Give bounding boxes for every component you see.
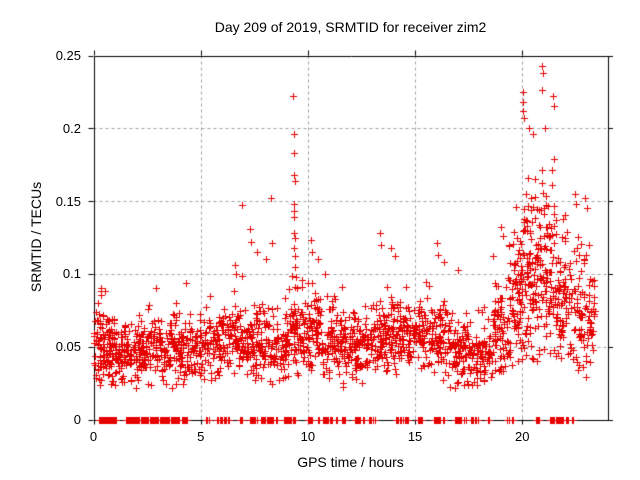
chart-title: Day 209 of 2019, SRMTID for receiver zim… xyxy=(214,19,487,35)
x-axis-title: GPS time / hours xyxy=(297,454,404,470)
x-tick-label: 0 xyxy=(89,429,98,444)
x-tick-label: 20 xyxy=(515,429,530,444)
x-tick-label: 10 xyxy=(300,429,316,444)
y-tick-label: 0 xyxy=(73,412,81,427)
x-tick-label: 5 xyxy=(197,429,205,444)
x-tick-label: 15 xyxy=(407,429,423,444)
y-tick-label: 0.15 xyxy=(55,193,81,209)
y-tick-label: 0.05 xyxy=(55,339,81,355)
y-tick-label: 0.2 xyxy=(62,120,81,136)
y-tick-label: 0.1 xyxy=(62,266,81,282)
y-tick-label: 0.25 xyxy=(55,48,81,63)
